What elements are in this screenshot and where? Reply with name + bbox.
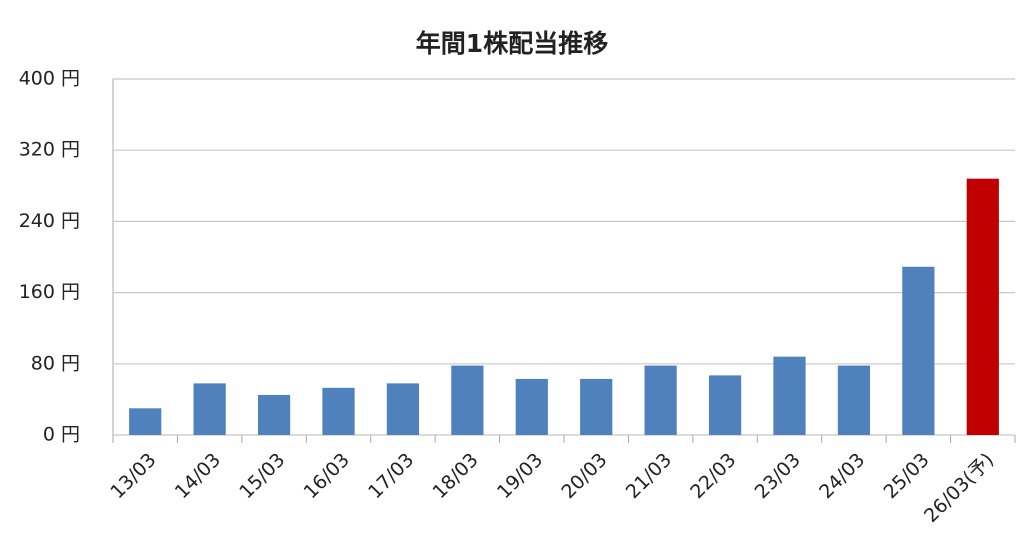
x-tick-label: 15/03 bbox=[235, 449, 289, 503]
y-tick-label: 80 円 bbox=[31, 352, 80, 374]
bar bbox=[257, 394, 291, 435]
y-tick-label: 240 円 bbox=[19, 210, 80, 232]
bar bbox=[580, 378, 613, 435]
x-tick-label: 24/03 bbox=[815, 449, 869, 503]
y-tick-label: 160 円 bbox=[19, 281, 80, 303]
x-tick-label: 25/03 bbox=[880, 449, 934, 503]
bar bbox=[644, 365, 677, 435]
y-tick-label: 400 円 bbox=[19, 68, 80, 90]
x-tick-label: 19/03 bbox=[493, 449, 547, 503]
x-tick-label: 18/03 bbox=[429, 449, 483, 503]
x-tick-label: 13/03 bbox=[106, 449, 160, 503]
bar bbox=[322, 387, 355, 435]
bar bbox=[193, 383, 226, 435]
bar bbox=[966, 178, 999, 435]
bar bbox=[773, 356, 806, 435]
y-tick-label: 0 円 bbox=[43, 424, 80, 446]
bar bbox=[708, 375, 742, 435]
y-tick-label: 320 円 bbox=[19, 139, 80, 161]
x-tick-label: 23/03 bbox=[751, 449, 805, 503]
bar bbox=[386, 383, 420, 435]
bar bbox=[129, 408, 162, 435]
x-tick-label: 20/03 bbox=[557, 449, 611, 503]
x-tick-label: 14/03 bbox=[171, 449, 225, 503]
bar bbox=[902, 266, 935, 435]
x-tick-label: 26/03(予) bbox=[920, 449, 998, 527]
x-tick-label: 21/03 bbox=[622, 449, 676, 503]
x-tick-label: 22/03 bbox=[686, 449, 740, 503]
chart-title: 年間1株配当推移 bbox=[416, 29, 608, 58]
x-tick-label: 17/03 bbox=[364, 449, 418, 503]
bar bbox=[515, 378, 548, 435]
x-tick-label: 16/03 bbox=[300, 449, 354, 503]
bar bbox=[451, 365, 484, 435]
bar bbox=[837, 365, 871, 435]
